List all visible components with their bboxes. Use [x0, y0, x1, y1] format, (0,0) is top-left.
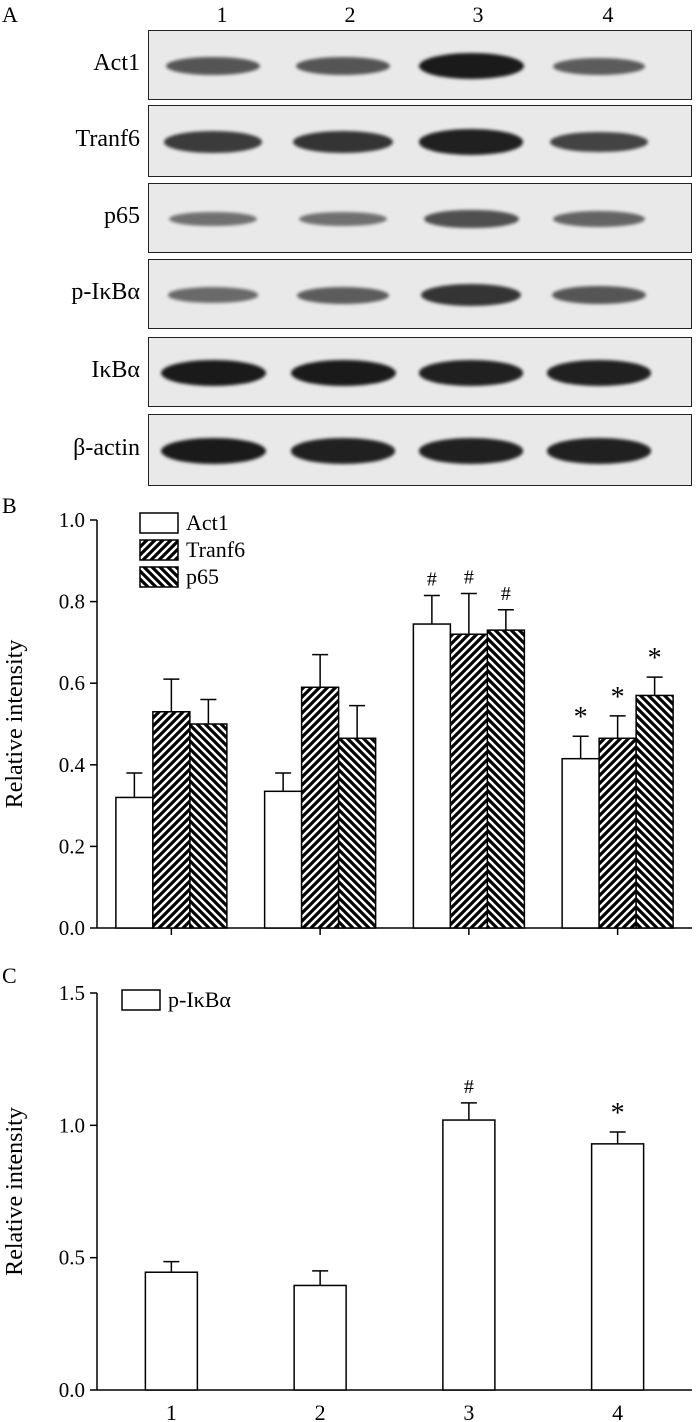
- legend-label: Tranf6: [186, 537, 245, 562]
- blot-band: [296, 57, 390, 75]
- blot-row-box: [148, 105, 692, 177]
- y-tick-label: 0.6: [59, 671, 85, 695]
- significance-marker: *: [574, 702, 588, 733]
- bar-act1: [115, 796, 154, 929]
- y-tick-label: 0.4: [59, 753, 86, 777]
- blot-band: [298, 211, 388, 227]
- blot-band: [553, 210, 645, 228]
- lane-number-4: 4: [602, 2, 614, 27]
- y-tick-label: 0.2: [59, 834, 85, 858]
- bar-p-iκbα: [590, 1143, 645, 1391]
- bar-act1: [561, 757, 600, 929]
- blot-band: [160, 360, 266, 386]
- lane-number-1: 1: [216, 2, 228, 27]
- lane-number-2: 2: [344, 2, 356, 27]
- significance-marker: *: [648, 643, 662, 674]
- blot-band: [291, 438, 395, 464]
- blot-row-label: p65: [104, 203, 140, 229]
- blot-row-box: [148, 414, 692, 486]
- blot-band: [552, 286, 646, 304]
- blot-row-label: Tranf6: [75, 126, 140, 152]
- bar-p65: [486, 629, 526, 929]
- chart-c: 0.0 0.5 1.0 1.5 Relative intensity 1 2 3 #4 * p-Iκ…: [2, 981, 692, 1422]
- blot-row-label: IκBα: [91, 357, 140, 383]
- y-tick-label: 0.0: [59, 916, 85, 935]
- bar-tranf6: [449, 633, 489, 929]
- blot-band: [168, 287, 258, 303]
- significance-marker: #: [427, 568, 437, 590]
- bar-p65: [635, 694, 674, 929]
- bar-p-iκbα: [144, 1271, 199, 1391]
- bar-p-iκbα: [442, 1119, 496, 1391]
- blot-band: [290, 360, 396, 386]
- panel-c-letter: C: [2, 963, 17, 988]
- x-tick-label: 2: [315, 1400, 326, 1422]
- blot-band: [547, 438, 651, 464]
- legend-swatch: [139, 566, 179, 588]
- x-tick-label: 1: [166, 1400, 177, 1422]
- bar-tranf6: [300, 686, 340, 929]
- blot-band: [293, 130, 393, 154]
- y-axis-label: Relative intensity: [2, 640, 28, 809]
- blot-band: [418, 53, 524, 79]
- legend-swatch: [139, 512, 179, 534]
- blot-band: [296, 286, 390, 304]
- blot-band: [423, 209, 519, 229]
- blot-band: [552, 57, 646, 75]
- blot-row-box: [148, 183, 692, 253]
- legend-label: Act1: [186, 510, 229, 535]
- blot-band: [163, 131, 263, 153]
- y-tick-label: 1.5: [59, 981, 85, 1005]
- bar-tranf6: [598, 737, 637, 929]
- blot-band: [160, 438, 266, 464]
- blot-band: [550, 131, 648, 153]
- y-tick-label: 1.0: [59, 1113, 85, 1137]
- bar-p65: [337, 737, 377, 929]
- blot-band: [166, 57, 260, 75]
- x-tick-label: 4: [612, 1400, 623, 1422]
- blot-row-box: [148, 337, 692, 407]
- bar-act1: [263, 790, 303, 929]
- legend-label: p-IκBα: [168, 987, 231, 1012]
- x-tick-label: 3: [463, 1400, 474, 1422]
- legend-swatch: [139, 539, 179, 561]
- legend-swatch: [121, 989, 161, 1011]
- blot-row-label: Act1: [93, 50, 140, 76]
- blot-band: [419, 129, 523, 155]
- blot-band: [419, 360, 523, 386]
- panel-b-letter: B: [2, 493, 17, 518]
- bar-p-iκbα: [293, 1284, 347, 1391]
- lane-number-3: 3: [472, 2, 484, 27]
- blot-row-box: [148, 259, 692, 329]
- bar-act1: [412, 623, 452, 929]
- blot-band: [168, 211, 258, 227]
- bar-p65: [189, 723, 228, 929]
- bar-tranf6: [152, 711, 191, 929]
- blot-band: [419, 438, 523, 464]
- y-tick-label: 0.8: [59, 590, 85, 614]
- significance-marker: *: [611, 1098, 625, 1129]
- significance-marker: *: [611, 682, 625, 713]
- blot-row-box: [148, 30, 692, 100]
- blot-row-label: β-actin: [73, 435, 140, 461]
- y-axis-label: Relative intensity: [2, 1107, 28, 1276]
- blot-band: [421, 283, 521, 307]
- y-tick-label: 1.0: [59, 508, 85, 532]
- blot-band: [547, 360, 651, 386]
- significance-marker: #: [464, 566, 474, 588]
- significance-marker: #: [501, 583, 511, 605]
- legend-label: p65: [186, 564, 219, 589]
- y-tick-label: 0.5: [59, 1246, 85, 1270]
- panel-a-letter: A: [2, 2, 18, 27]
- significance-marker: #: [464, 1076, 474, 1098]
- y-tick-label: 0.0: [59, 1378, 85, 1402]
- blot-row-label: p-IκBα: [71, 279, 140, 305]
